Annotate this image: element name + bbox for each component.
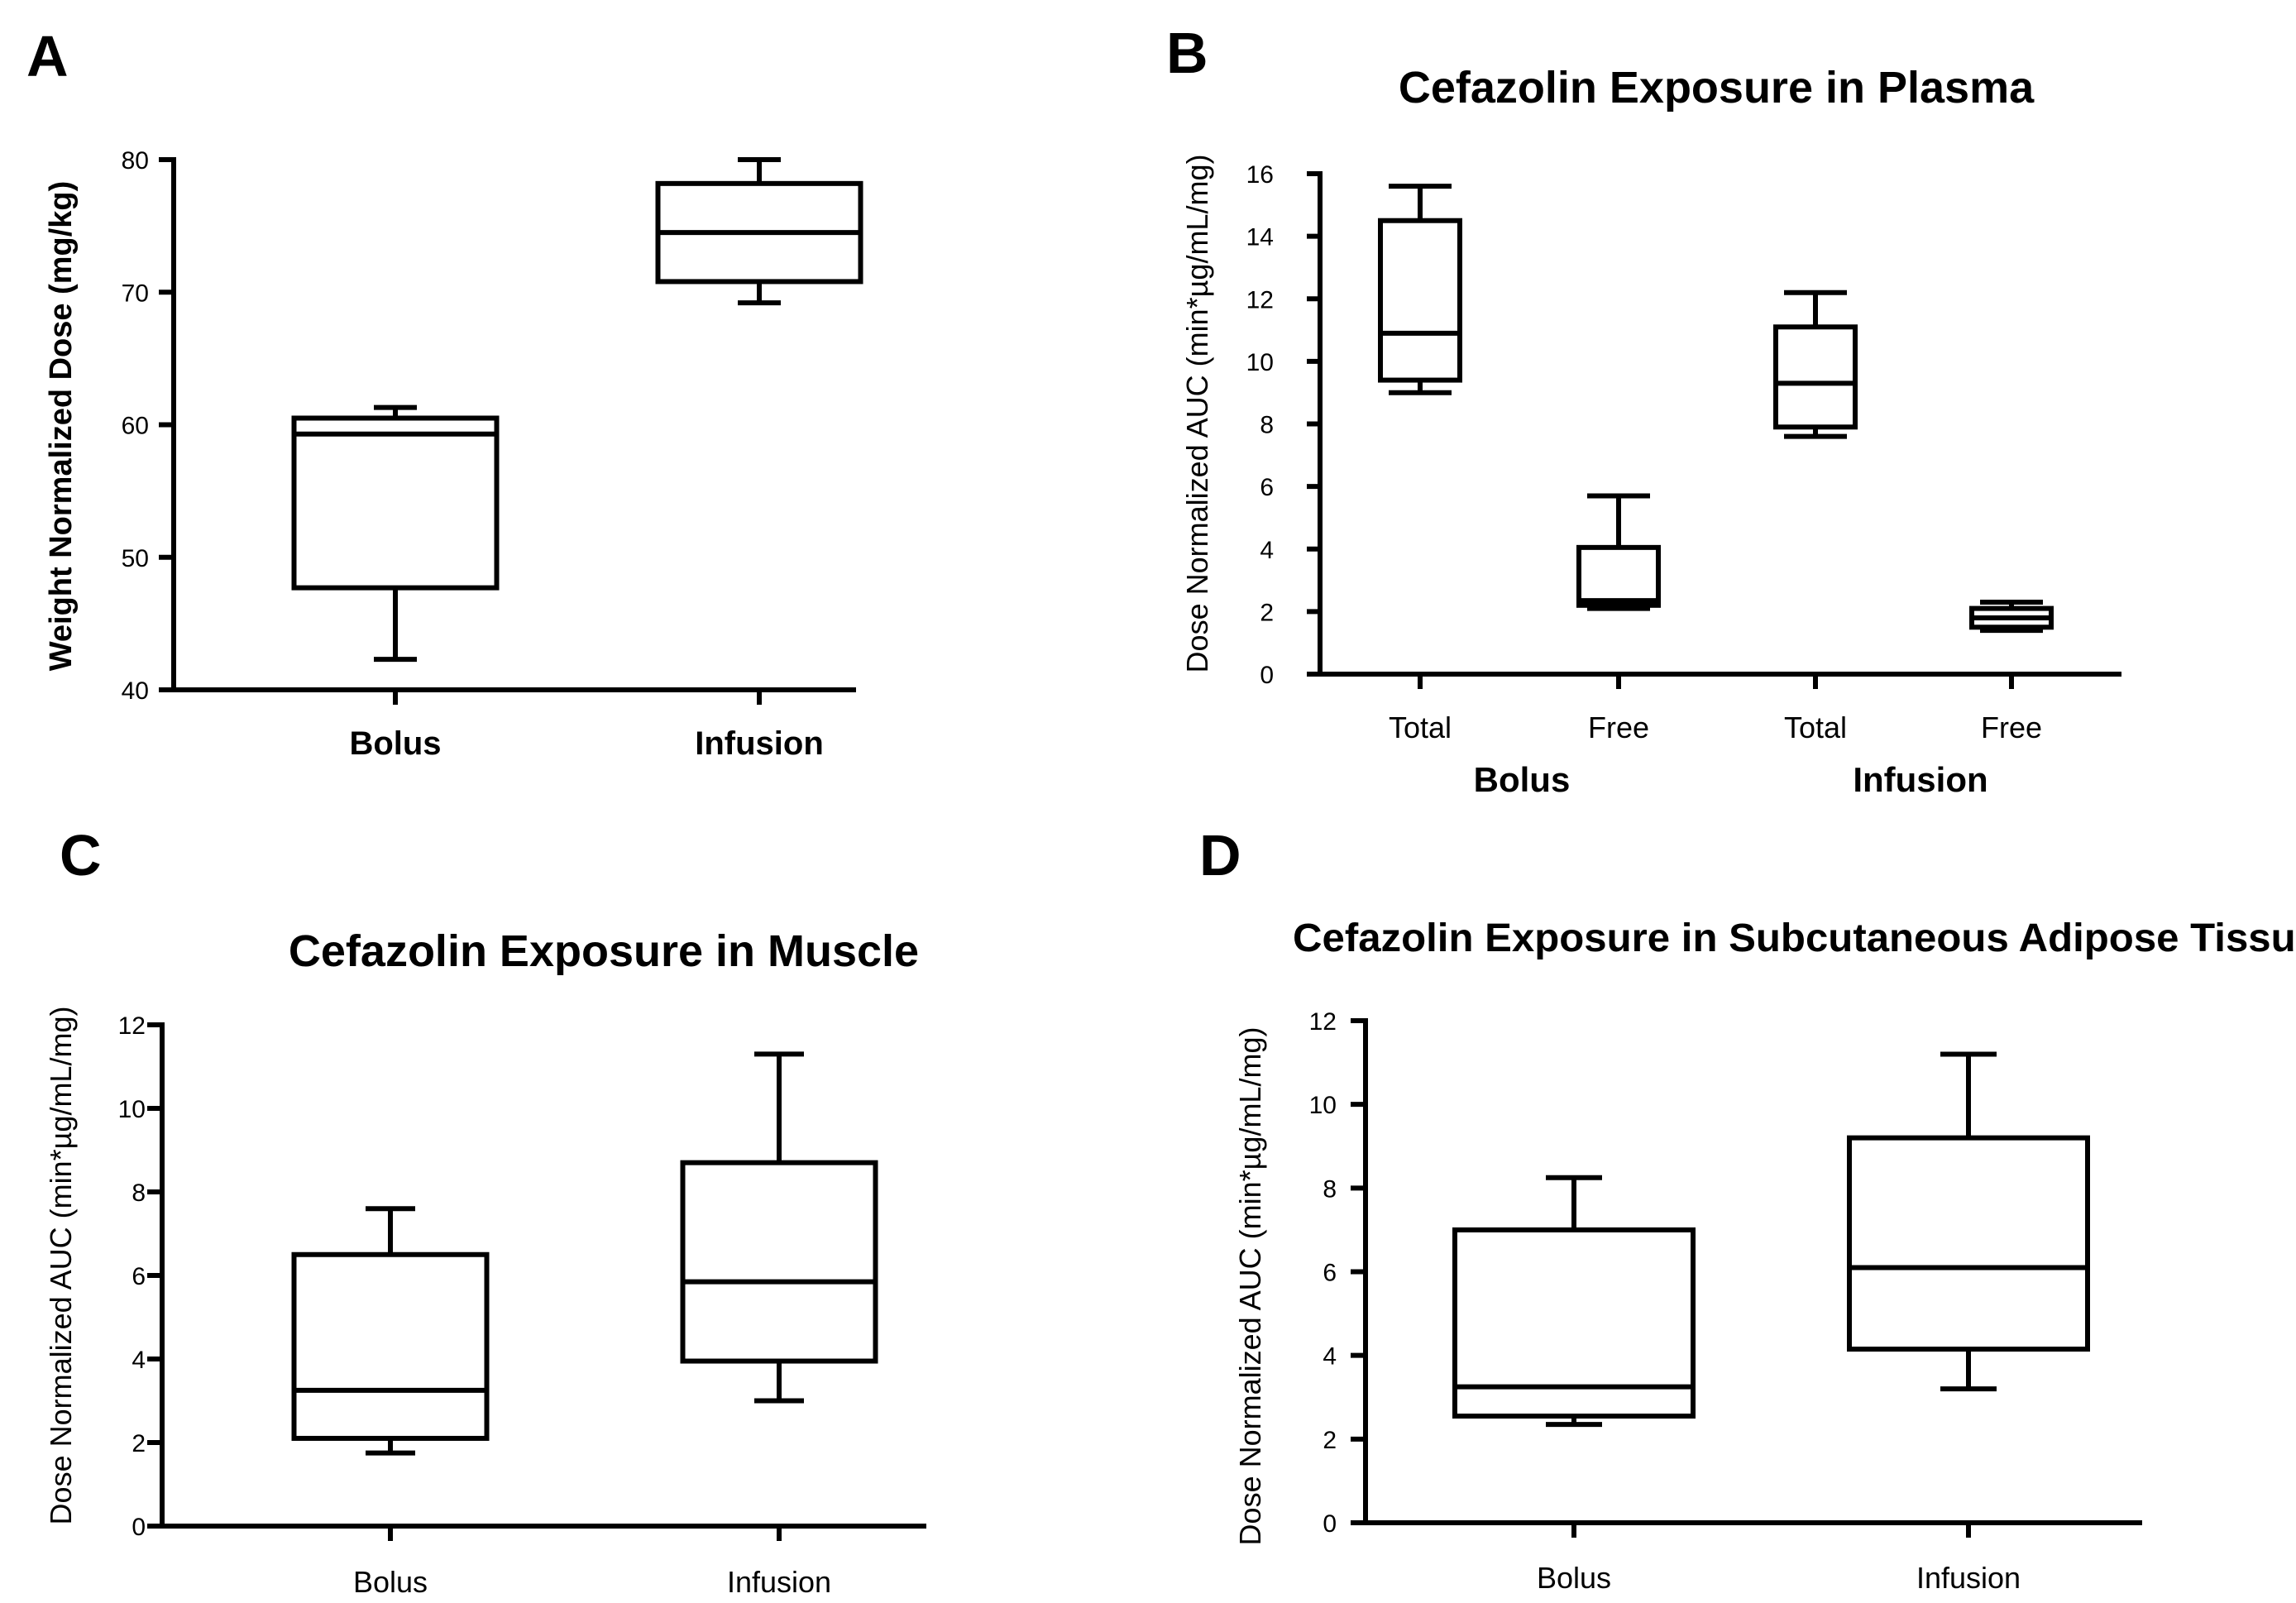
panel-letter-c: C bbox=[60, 823, 102, 888]
iqr-box bbox=[291, 1251, 490, 1441]
panel-a-ylabel: Weight Normalized Dose (mg/kg) bbox=[44, 181, 79, 672]
panel-c-title: Cefazolin Exposure in Muscle bbox=[289, 926, 919, 976]
panel-c-y-tick-label: 6 bbox=[132, 1263, 146, 1290]
panel-c-plot: 0 2 4 6 8 10 12 Bolus Infusion bbox=[118, 1012, 926, 1599]
panel-a-y-tick-label: 40 bbox=[122, 677, 149, 705]
panel-d-y-tick-label: 0 bbox=[1323, 1510, 1337, 1538]
panel-b-x-tick-label: Free bbox=[1588, 711, 1649, 744]
panel-d-x-tick-label: Infusion bbox=[1916, 1561, 2021, 1595]
panel-c-y-tick-label: 8 bbox=[132, 1180, 146, 1207]
panel-b-y-tick-label: 4 bbox=[1260, 537, 1274, 564]
panel-c-y-tick-label: 4 bbox=[132, 1347, 146, 1374]
panel-b-x-tick-label: Total bbox=[1784, 711, 1847, 744]
panel-d-y-tick-label: 6 bbox=[1323, 1260, 1337, 1287]
panel-a-plot: 40 50 60 70 80 Bolus Infusion bbox=[122, 147, 863, 762]
panel-b-group-bolus: Bolus bbox=[1474, 760, 1571, 799]
panel-c-box-1 bbox=[291, 1206, 490, 1456]
iqr-box bbox=[680, 1160, 878, 1364]
panel-d-y-tick-label: 12 bbox=[1309, 1008, 1337, 1036]
panel-b-plot: 0 2 4 6 8 10 12 14 16 Total Free Total Free bbox=[1246, 161, 2121, 744]
panel-b-y-tick-label: 8 bbox=[1260, 412, 1274, 439]
panel-b-y-tick-label: 6 bbox=[1260, 474, 1274, 501]
panel-d-x-tick-label: Bolus bbox=[1537, 1561, 1611, 1595]
panel-a-y-tick-label: 70 bbox=[122, 280, 149, 307]
panel-c-x-tick-label: Infusion bbox=[727, 1565, 831, 1599]
panel-b-group-infusion: Infusion bbox=[1853, 760, 1987, 799]
panel-d-y-tick-label: 4 bbox=[1323, 1343, 1337, 1371]
panel-c-box-2 bbox=[680, 1051, 878, 1404]
iqr-box bbox=[1576, 544, 1661, 608]
panel-d-box-1 bbox=[1452, 1175, 1696, 1428]
panel-b-x-tick-label: Total bbox=[1389, 711, 1452, 744]
panel-c-y-tick-label: 10 bbox=[118, 1096, 146, 1123]
panel-b-box-3 bbox=[1773, 289, 1858, 439]
panel-a-x-tick-label: Infusion bbox=[695, 725, 824, 762]
panel-c-x-tick-label: Bolus bbox=[353, 1565, 428, 1599]
panel-b-box-1 bbox=[1378, 184, 1462, 395]
panel-b-y-tick-label: 2 bbox=[1260, 599, 1274, 626]
panel-d-y-tick-label: 2 bbox=[1323, 1427, 1337, 1454]
panel-b-box-4 bbox=[1969, 600, 2054, 634]
panel-d-y-tick-label: 10 bbox=[1309, 1092, 1337, 1119]
iqr-box bbox=[1847, 1135, 2090, 1352]
panel-c-y-tick-label: 12 bbox=[118, 1012, 146, 1040]
panel-a-y-tick-label: 80 bbox=[122, 147, 149, 175]
panel-letter-d: D bbox=[1199, 823, 1241, 888]
panel-a-box-1 bbox=[291, 404, 500, 663]
panel-b-y-tick-label: 14 bbox=[1246, 224, 1274, 251]
panel-letter-a: A bbox=[26, 24, 69, 89]
panel-b-x-tick-label: Free bbox=[1981, 711, 2042, 744]
panel-b-y-tick-label: 16 bbox=[1246, 161, 1274, 189]
iqr-box bbox=[291, 415, 500, 591]
panel-b-title: Cefazolin Exposure in Plasma bbox=[1399, 63, 2035, 112]
iqr-box bbox=[1378, 218, 1462, 383]
panel-a-y-tick-label: 60 bbox=[122, 413, 149, 440]
panel-c-y-tick-label: 2 bbox=[132, 1430, 146, 1457]
panel-b-box-2 bbox=[1576, 493, 1661, 611]
panel-c-y-tick-label: 0 bbox=[132, 1514, 146, 1541]
panel-d-y-tick-label: 8 bbox=[1323, 1175, 1337, 1203]
panel-b-y-tick-label: 10 bbox=[1246, 349, 1274, 376]
panel-d-box-2 bbox=[1847, 1051, 2090, 1392]
panel-b-y-tick-label: 12 bbox=[1246, 286, 1274, 313]
panel-d-ylabel: Dose Normalized AUC (min*µg/mL/mg) bbox=[1233, 1027, 1267, 1546]
panel-a-box-2 bbox=[655, 157, 863, 306]
panel-a-y-tick-label: 50 bbox=[122, 545, 149, 572]
panel-d-title: Cefazolin Exposure in Subcutaneous Adipo… bbox=[1293, 916, 2296, 960]
panel-d-plot: 0 2 4 6 8 10 12 Bolus Infusion bbox=[1309, 1008, 2142, 1595]
panel-a-x-tick-label: Bolus bbox=[349, 725, 441, 762]
panel-b-ylabel: Dose Normalized AUC (min*µg/mL/mg) bbox=[1180, 155, 1214, 673]
panel-b-y-tick-label: 0 bbox=[1260, 662, 1274, 689]
iqr-box bbox=[1773, 324, 1858, 430]
panel-c-ylabel: Dose Normalized AUC (min*µg/mL/mg) bbox=[44, 1007, 78, 1525]
panel-letter-b: B bbox=[1166, 21, 1208, 85]
